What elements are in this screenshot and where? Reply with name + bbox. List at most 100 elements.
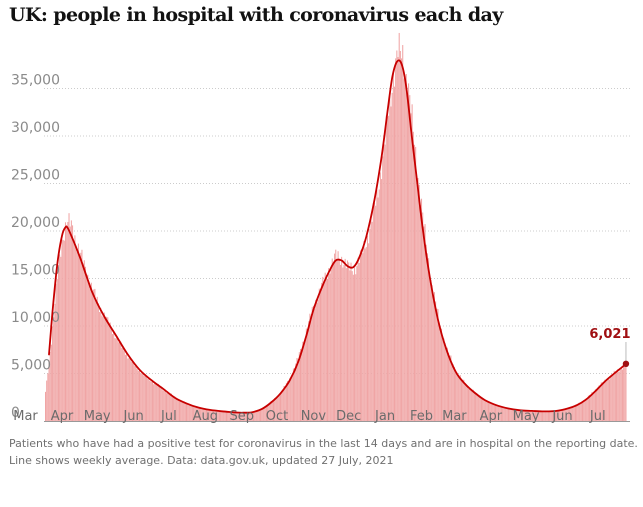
daily-bar [507,408,509,421]
daily-bar [262,409,264,421]
daily-bar [452,364,454,421]
daily-bar [308,321,310,421]
daily-bar [620,367,622,421]
daily-bar [621,369,623,421]
daily-bar [469,387,471,421]
daily-bar [180,400,182,421]
daily-bar [368,243,370,421]
daily-bar [108,325,110,421]
daily-bar [117,342,119,421]
daily-bar [142,372,144,421]
daily-bar [453,366,455,421]
daily-bar [361,249,363,421]
daily-bar [523,410,525,421]
daily-bar [464,384,466,421]
daily-bar [432,295,434,421]
daily-bar [613,370,615,421]
daily-bar [538,411,540,421]
daily-bar [503,407,505,421]
daily-bar [346,260,349,421]
daily-bar [264,406,266,421]
y-tick-label: 25,000 [11,168,60,184]
daily-bar [203,409,205,421]
daily-bar [539,410,541,421]
daily-bar [157,383,159,421]
daily-bar [404,75,406,422]
daily-bar [255,411,257,421]
daily-bar [369,229,371,421]
daily-bar [182,402,184,421]
daily-bar [217,411,219,421]
daily-bar [114,338,116,421]
daily-bar [350,262,352,421]
daily-bar [68,213,70,421]
daily-bar [513,409,515,421]
daily-bar [465,384,467,421]
daily-bar [466,386,468,421]
daily-bar [329,273,331,421]
daily-bar [224,411,226,421]
daily-bar [267,404,269,421]
y-tick-label: 30,000 [11,120,60,136]
daily-bar [352,274,354,421]
daily-bar [288,381,290,421]
daily-bar [211,410,213,421]
daily-bar [462,379,464,421]
daily-bar [55,283,57,421]
daily-bar [531,411,533,421]
daily-bar [236,413,238,421]
daily-bar [307,328,309,421]
daily-bar [558,410,560,421]
daily-bar [413,144,415,421]
daily-bar [191,406,193,421]
daily-bar [321,282,323,421]
daily-bar [471,390,473,421]
daily-bar [171,395,173,421]
daily-bar [417,178,419,421]
daily-bar [617,369,619,421]
daily-bar [500,406,502,421]
daily-bar [325,275,327,421]
daily-bar [102,316,104,421]
daily-bar [327,278,329,421]
daily-bar [444,342,446,421]
daily-bar [364,248,366,421]
daily-bar [268,404,270,421]
daily-bar [227,412,229,421]
daily-bar [189,405,191,421]
daily-bar [584,400,586,421]
daily-bar [168,392,170,421]
daily-bar [585,398,587,421]
daily-bar [601,382,603,421]
x-tick-label: May [513,409,540,424]
daily-bar [386,116,388,421]
daily-bar [475,392,477,421]
daily-bar [103,312,105,421]
daily-bar [498,405,500,421]
daily-bar [207,409,209,421]
daily-bar [289,377,291,421]
daily-bar [122,345,124,421]
daily-bar [197,407,199,421]
daily-bar [101,315,103,421]
daily-bar [510,408,512,421]
daily-bar [311,307,313,421]
daily-bar [478,395,480,421]
daily-bar [315,299,317,421]
daily-bar [106,316,108,421]
daily-bar [270,400,272,421]
daily-bar [144,374,146,421]
daily-bar [354,267,356,421]
daily-bar [411,104,413,421]
daily-bar [542,411,544,421]
daily-bar [490,403,492,421]
daily-bar [408,83,410,421]
daily-bar [79,254,81,421]
daily-bar [519,410,521,421]
daily-bar [242,413,244,421]
daily-bar [579,403,581,421]
daily-bar [480,399,482,421]
daily-bar [291,374,293,421]
daily-bar [45,391,47,421]
daily-bar [309,313,311,421]
